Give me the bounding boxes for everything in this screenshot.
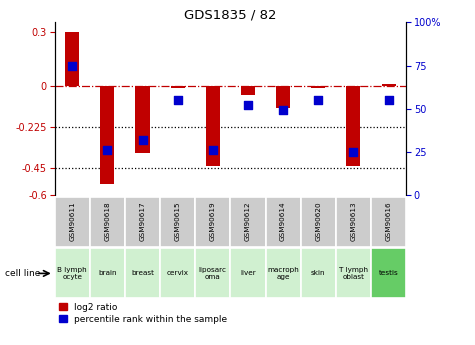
- Text: GSM90618: GSM90618: [104, 202, 110, 242]
- Bar: [171, 86, 185, 88]
- Bar: [160, 248, 195, 298]
- Bar: [125, 197, 160, 247]
- Bar: [160, 197, 195, 247]
- Text: GSM90612: GSM90612: [245, 202, 251, 242]
- Bar: [301, 197, 336, 247]
- Text: cervix: cervix: [167, 270, 189, 276]
- Bar: [230, 248, 266, 298]
- Bar: [266, 248, 301, 298]
- Text: cell line: cell line: [5, 269, 40, 278]
- Bar: [346, 86, 361, 166]
- Bar: [65, 31, 79, 86]
- Point: [385, 97, 392, 103]
- Point: [244, 102, 252, 108]
- Point: [279, 108, 287, 113]
- Text: GSM90615: GSM90615: [175, 202, 180, 242]
- Bar: [230, 197, 266, 247]
- Bar: [276, 86, 290, 108]
- Bar: [100, 86, 114, 184]
- Text: testis: testis: [379, 270, 399, 276]
- Bar: [311, 86, 325, 88]
- Text: GSM90614: GSM90614: [280, 202, 286, 242]
- Text: GSM90613: GSM90613: [351, 202, 356, 242]
- Bar: [90, 248, 125, 298]
- Bar: [381, 84, 396, 86]
- Text: liver: liver: [240, 270, 256, 276]
- Point: [350, 149, 357, 155]
- Bar: [90, 197, 125, 247]
- Text: GSM90617: GSM90617: [140, 202, 145, 242]
- Text: B lymph
ocyte: B lymph ocyte: [57, 267, 87, 280]
- Text: GSM90611: GSM90611: [69, 202, 75, 242]
- Legend: log2 ratio, percentile rank within the sample: log2 ratio, percentile rank within the s…: [59, 303, 228, 324]
- Text: GSM90620: GSM90620: [315, 202, 321, 242]
- Text: brain: brain: [98, 270, 116, 276]
- Bar: [135, 86, 150, 153]
- Text: GSM90616: GSM90616: [386, 202, 391, 242]
- Point: [174, 97, 181, 103]
- Bar: [336, 248, 371, 298]
- Point: [314, 97, 322, 103]
- Text: GSM90619: GSM90619: [210, 202, 216, 242]
- Bar: [301, 248, 336, 298]
- Title: GDS1835 / 82: GDS1835 / 82: [184, 8, 276, 21]
- Point: [139, 137, 146, 142]
- Text: liposarc
oma: liposarc oma: [199, 267, 227, 280]
- Bar: [195, 248, 230, 298]
- Point: [209, 147, 217, 153]
- Text: breast: breast: [131, 270, 154, 276]
- Bar: [336, 197, 371, 247]
- Bar: [55, 197, 90, 247]
- Bar: [125, 248, 160, 298]
- Bar: [241, 86, 255, 95]
- Point: [104, 147, 111, 153]
- Bar: [371, 248, 406, 298]
- Bar: [55, 248, 90, 298]
- Bar: [206, 86, 220, 166]
- Text: macroph
age: macroph age: [267, 267, 299, 280]
- Bar: [266, 197, 301, 247]
- Text: T lymph
oblast: T lymph oblast: [339, 267, 368, 280]
- Bar: [195, 197, 230, 247]
- Point: [68, 63, 76, 68]
- Text: skin: skin: [311, 270, 325, 276]
- Bar: [371, 197, 406, 247]
